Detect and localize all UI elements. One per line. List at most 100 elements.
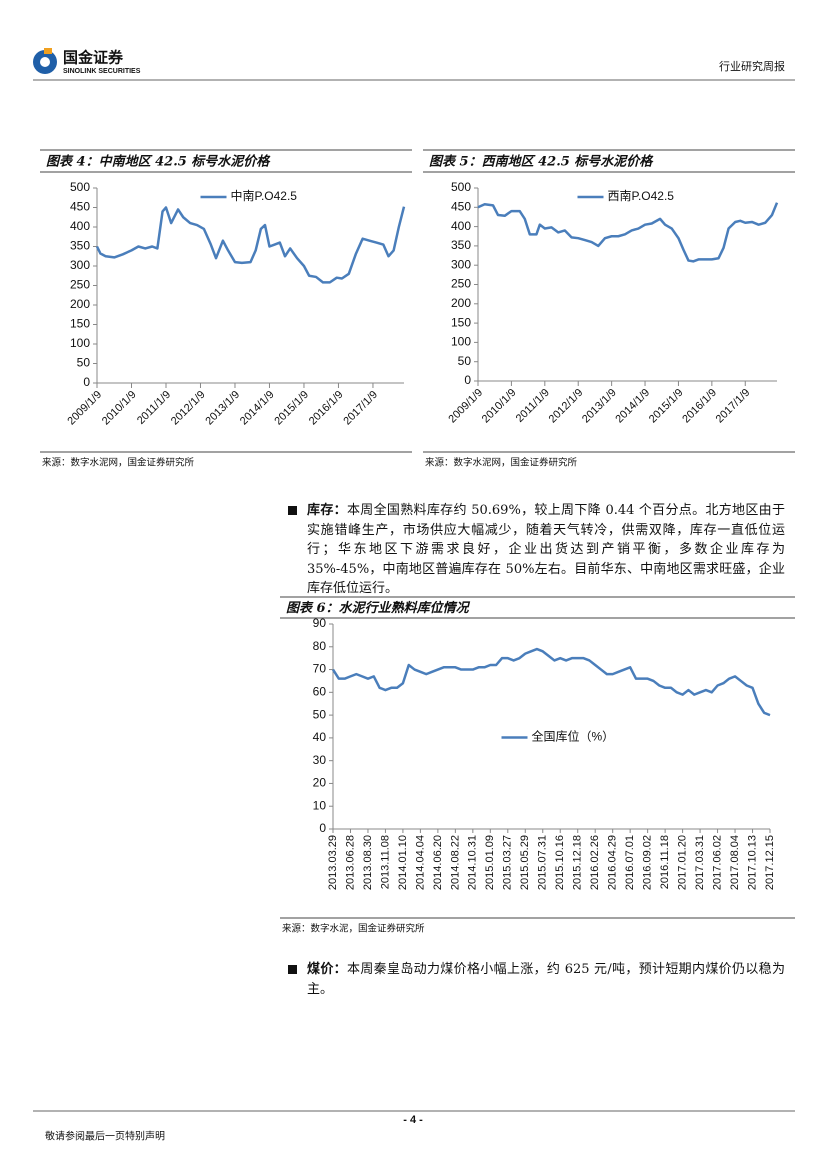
x-tick-label: 2015.01.09 (484, 835, 496, 890)
x-tick-label: 2017.01.20 (677, 835, 689, 890)
x-tick-label: 2017/1/9 (341, 389, 380, 428)
source: 来源：数字水泥，国金证券研究所 (282, 923, 425, 935)
x-tick-label: 2013.08.30 (362, 835, 374, 890)
x-tick-label: 2013/1/9 (203, 389, 242, 428)
y-tick-label: 0 (319, 821, 326, 835)
paragraph-label: 煤价： (307, 962, 347, 977)
x-tick-label: 2011/1/9 (135, 389, 173, 427)
y-tick-label: 350 (70, 239, 90, 253)
y-tick-label: 10 (313, 798, 327, 812)
x-tick-label: 2016.07.01 (624, 835, 636, 890)
series-line (331, 647, 771, 717)
x-tick-label: 2015/1/9 (272, 389, 311, 428)
x-tick-label: 2015.03.27 (502, 835, 514, 890)
y-tick-label: 400 (451, 219, 471, 233)
y-tick-label: 50 (313, 707, 327, 721)
paragraph: 煤价：本周秦皇岛动力煤价格小幅上涨，约 625 元/吨，预计短期内煤价仍以稳为主… (288, 960, 785, 999)
x-tick-label: 2015.12.18 (572, 835, 584, 890)
x-tick-label: 2010/1/9 (480, 387, 519, 426)
legend-label: 西南P.O42.5 (608, 188, 675, 203)
x-tick-label: 2012/1/9 (547, 387, 586, 426)
bullet (288, 965, 297, 974)
x-tick-label: 2016/1/9 (307, 389, 346, 428)
legend-label: 全国库位（%） (532, 729, 615, 744)
x-tick-label: 2016.11.18 (659, 835, 671, 889)
report-type: 行业研究周报 (719, 59, 785, 73)
x-tick-label: 2014.04.04 (414, 835, 426, 890)
x-tick-label: 2014.06.20 (432, 835, 444, 890)
x-tick-label: 2017.12.15 (764, 835, 776, 890)
y-tick-label: 50 (77, 356, 91, 370)
y-tick-label: 50 (458, 354, 472, 368)
y-tick-label: 60 (313, 685, 327, 699)
y-tick-label: 400 (70, 219, 90, 233)
x-tick-label: 2017/1/9 (714, 387, 753, 426)
y-tick-label: 300 (451, 257, 471, 271)
x-tick-label: 2013.06.28 (344, 835, 356, 890)
disclaimer: 敬请参阅最后一页特别声明 (45, 1130, 165, 1143)
x-tick-label: 2015.05.29 (519, 835, 531, 890)
paragraph-text: 本周全国熟料库存约 50.69%，较上周下降 0.44 个百分点。北方地区由于实… (307, 503, 785, 596)
x-tick-label: 2011/1/9 (514, 387, 552, 425)
chart-title: 图表 6：水泥行业熟料库位情况 (286, 600, 471, 616)
paragraph: 库存：本周全国熟料库存约 50.69%，较上周下降 0.44 个百分点。北方地区… (288, 501, 785, 599)
x-tick-label: 2016.02.26 (589, 835, 601, 890)
y-tick-label: 80 (313, 639, 327, 653)
x-tick-label: 2016.09.02 (642, 835, 654, 890)
chart-title: 图表 5：西南地区 42.5 标号水泥价格 (429, 154, 654, 170)
y-tick-label: 450 (451, 199, 471, 213)
y-tick-label: 500 (70, 180, 90, 194)
series-line (477, 202, 779, 263)
paragraph-label: 库存： (307, 503, 347, 518)
y-tick-label: 70 (313, 662, 327, 676)
x-tick-label: 2017.10.13 (746, 835, 758, 890)
x-tick-label: 2016/1/9 (680, 387, 719, 426)
y-tick-label: 200 (451, 296, 471, 310)
bullet (288, 506, 297, 515)
y-tick-label: 0 (83, 375, 90, 389)
chart-title: 图表 4：中南地区 42.5 标号水泥价格 (46, 154, 271, 170)
x-tick-label: 2014/1/9 (613, 387, 652, 426)
paragraph-text: 本周秦皇岛动力煤价格小幅上涨，约 625 元/吨，预计短期内煤价仍以稳为主。 (307, 962, 785, 997)
x-tick-label: 2017.06.02 (711, 835, 723, 890)
y-tick-label: 90 (313, 616, 327, 630)
x-tick-label: 2015.10.16 (554, 835, 566, 890)
x-tick-label: 2013/1/9 (580, 387, 619, 426)
x-tick-label: 2015.07.31 (537, 835, 549, 890)
page-number: - 4 - (403, 1114, 423, 1126)
y-tick-label: 300 (70, 258, 90, 272)
logo-inner (40, 57, 50, 67)
y-tick-label: 200 (70, 297, 90, 311)
brand: 国金证券 (63, 49, 124, 67)
x-tick-label: 2013.11.08 (379, 835, 391, 889)
x-tick-label: 2014/1/9 (238, 389, 277, 428)
y-tick-label: 450 (70, 200, 90, 214)
series-line (95, 206, 406, 284)
x-tick-label: 2017.08.04 (729, 835, 741, 890)
brand-en: SINOLINK SECURITIES (63, 68, 141, 75)
x-tick-label: 2014.08.22 (449, 835, 461, 890)
x-tick-label: 2016.04.29 (607, 835, 619, 890)
y-tick-label: 250 (70, 278, 90, 292)
y-tick-label: 100 (451, 335, 471, 349)
y-tick-label: 150 (70, 317, 90, 331)
legend-label: 中南P.O42.5 (231, 188, 298, 203)
y-tick-label: 500 (451, 180, 471, 194)
y-tick-label: 250 (451, 277, 471, 291)
x-tick-label: 2012/1/9 (169, 389, 208, 428)
y-tick-label: 350 (451, 238, 471, 252)
x-tick-label: 2015/1/9 (647, 387, 686, 426)
y-tick-label: 150 (451, 315, 471, 329)
y-tick-label: 0 (464, 373, 471, 387)
source: 来源：数字水泥网，国金证券研究所 (42, 457, 195, 469)
x-tick-label: 2017.03.31 (694, 835, 706, 890)
y-tick-label: 100 (70, 336, 90, 350)
y-tick-label: 30 (313, 753, 327, 767)
x-tick-label: 2014.10.31 (467, 835, 479, 890)
logo-accent (44, 48, 52, 54)
x-tick-label: 2014.01.10 (397, 835, 409, 890)
x-tick-label: 2009/1/9 (65, 389, 104, 428)
x-tick-label: 2010/1/9 (100, 389, 139, 428)
